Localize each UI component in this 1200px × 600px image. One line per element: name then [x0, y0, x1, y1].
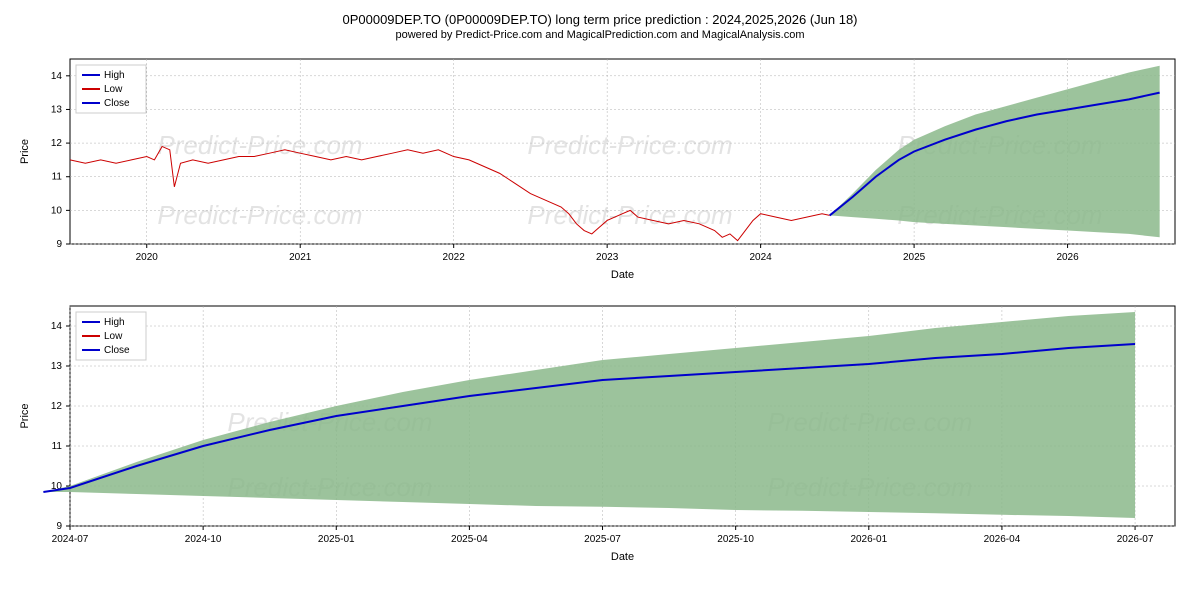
svg-text:2026-04: 2026-04 [984, 534, 1021, 545]
svg-text:High: High [104, 317, 125, 328]
svg-text:11: 11 [52, 172, 63, 183]
svg-text:2025-01: 2025-01 [318, 534, 355, 545]
svg-text:Close: Close [104, 345, 130, 356]
svg-text:12: 12 [51, 401, 63, 412]
svg-text:2025: 2025 [903, 252, 926, 263]
svg-text:13: 13 [51, 361, 63, 372]
chart-title: 0P00009DEP.TO (0P00009DEP.TO) long term … [10, 12, 1190, 27]
svg-text:13: 13 [51, 104, 63, 115]
chart-subtitle: powered by Predict-Price.com and Magical… [10, 29, 1190, 41]
svg-text:2026-01: 2026-01 [850, 534, 887, 545]
svg-text:Predict-Price.com: Predict-Price.com [527, 200, 732, 230]
svg-text:High: High [104, 70, 125, 81]
svg-text:Predict-Price.com: Predict-Price.com [157, 200, 362, 230]
svg-text:Close: Close [104, 98, 130, 109]
svg-text:Price: Price [19, 139, 31, 164]
svg-text:2021: 2021 [289, 252, 312, 263]
svg-text:2024-10: 2024-10 [185, 534, 222, 545]
svg-text:Low: Low [104, 331, 123, 342]
svg-text:2020: 2020 [136, 252, 159, 263]
svg-text:14: 14 [51, 321, 63, 332]
chart-2-wrapper: 910111213142024-072024-102025-012025-042… [10, 296, 1190, 566]
svg-text:2026-07: 2026-07 [1117, 534, 1154, 545]
svg-text:2023: 2023 [596, 252, 619, 263]
svg-text:2025-10: 2025-10 [717, 534, 754, 545]
svg-text:2024-07: 2024-07 [52, 534, 89, 545]
svg-text:2026: 2026 [1056, 252, 1079, 263]
svg-text:Price: Price [19, 403, 31, 428]
svg-text:2025-07: 2025-07 [584, 534, 621, 545]
svg-text:2022: 2022 [443, 252, 466, 263]
svg-text:10: 10 [51, 205, 63, 216]
chart-1-wrapper: 9 10 11 12 13 14 2020 2021 2022 2023 2024 2025 2026 P… [10, 49, 1190, 284]
svg-text:Date: Date [611, 551, 634, 563]
chart-2: 910111213142024-072024-102025-012025-042… [10, 296, 1190, 566]
svg-text:2024: 2024 [750, 252, 773, 263]
svg-text:2025-04: 2025-04 [451, 534, 488, 545]
chart-1: 9 10 11 12 13 14 2020 2021 2022 2023 2024 2025 2026 P… [10, 49, 1190, 284]
svg-text:12: 12 [51, 138, 63, 149]
svg-text:9: 9 [56, 239, 62, 250]
svg-text:11: 11 [52, 441, 63, 452]
svg-text:Low: Low [104, 84, 123, 95]
svg-text:Predict-Price.com: Predict-Price.com [527, 130, 732, 160]
svg-text:Date: Date [611, 269, 634, 281]
svg-text:9: 9 [56, 521, 62, 532]
svg-text:14: 14 [51, 71, 63, 82]
